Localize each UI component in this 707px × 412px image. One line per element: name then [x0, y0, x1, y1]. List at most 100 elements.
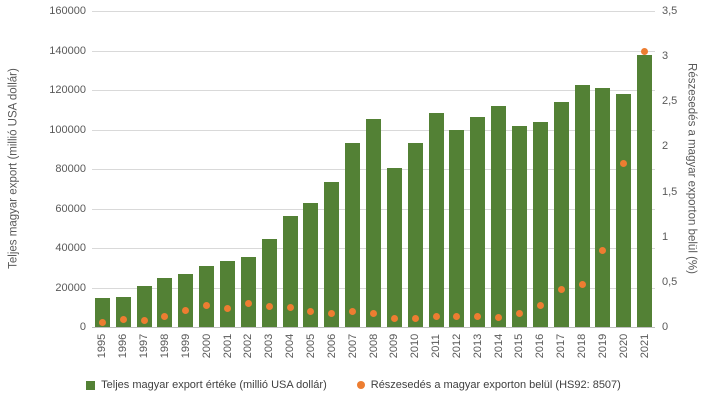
- dot-2016: [536, 301, 544, 309]
- x-axis-tick-label-2016: 2016: [534, 333, 547, 359]
- x-axis-tick-label-1999: 1999: [179, 333, 192, 359]
- left-axis-tick-label: 0: [79, 321, 86, 333]
- x-axis-tick-label-2020: 2020: [617, 333, 630, 359]
- bar-2000: [199, 265, 215, 327]
- bar-2010: [407, 143, 423, 327]
- dot-2013: [474, 312, 482, 320]
- bar-series-swatch-icon: [86, 380, 96, 390]
- left-axis-tick-label: 160000: [49, 5, 86, 17]
- right-axis-tick-label: 2,5: [662, 95, 678, 108]
- dot-2008: [370, 309, 377, 317]
- right-axis-tick-label: 1: [662, 230, 669, 243]
- bar-2013: [470, 116, 486, 327]
- dot-2002: [244, 300, 252, 308]
- x-axis-line: [92, 327, 655, 328]
- bar-2015: [511, 125, 527, 327]
- gridline: [92, 51, 655, 52]
- right-axis-tick-label: 0: [662, 321, 669, 333]
- x-axis-tick-label-2003: 2003: [263, 333, 276, 359]
- left-axis-tick-label: 60000: [55, 202, 86, 215]
- right-axis-tick-label: 1,5: [662, 185, 678, 198]
- dot-2017: [557, 285, 565, 293]
- right-axis-tick-label: 2: [662, 140, 669, 153]
- bar-2019: [595, 88, 611, 327]
- dot-1995: [98, 318, 106, 326]
- gridline: [92, 90, 655, 91]
- bar-2021: [637, 55, 653, 327]
- x-axis-tick-label-2019: 2019: [596, 333, 609, 359]
- dot-2009: [390, 315, 398, 323]
- x-axis-tick-label-2001: 2001: [221, 333, 234, 359]
- x-axis-tick-label-1995: 1995: [96, 333, 109, 359]
- legend-label-export: Teljes magyar export értéke (millió USA …: [101, 379, 327, 391]
- bar-2011: [428, 113, 444, 327]
- bar-2017: [553, 101, 569, 327]
- left-axis-tick-label: 40000: [55, 242, 86, 254]
- dot-2010: [411, 315, 419, 323]
- x-axis-tick-label-1996: 1996: [117, 333, 130, 359]
- x-axis-tick-label-1997: 1997: [138, 333, 151, 359]
- left-axis-tick-label: 120000: [49, 84, 86, 96]
- dot-2014: [495, 314, 503, 322]
- x-axis-tick-label-2012: 2012: [450, 333, 463, 359]
- bar-2006: [324, 181, 340, 327]
- gridline: [92, 11, 655, 12]
- x-axis-tick-label-2004: 2004: [284, 333, 297, 359]
- x-axis-tick-label-2018: 2018: [576, 333, 589, 359]
- right-axis-tick-label: 0,5: [662, 275, 678, 288]
- dot-2012: [453, 312, 461, 320]
- bar-2005: [303, 202, 319, 327]
- x-axis-tick-label-2011: 2011: [430, 334, 443, 358]
- left-axis-tick-label: 100000: [49, 123, 86, 136]
- dot-2004: [286, 303, 294, 311]
- right-axis-title: Részesedés a magyar exporton belül (%): [685, 63, 698, 274]
- x-axis-tick-label-2014: 2014: [492, 333, 505, 359]
- legend-item-export: Teljes magyar export értéke (millió USA …: [86, 379, 327, 391]
- dot-series-swatch-icon: [356, 381, 365, 389]
- dot-2000: [203, 301, 211, 309]
- left-axis-tick-label: 80000: [55, 163, 86, 175]
- bar-1996: [115, 296, 131, 327]
- bar-2004: [282, 216, 298, 327]
- x-axis-tick-label-2017: 2017: [555, 333, 568, 359]
- x-axis-tick-label-2010: 2010: [409, 333, 422, 359]
- legend-item-share: Részesedés a magyar exporton belül (HS92…: [356, 379, 621, 391]
- x-axis-tick-label-2013: 2013: [471, 333, 484, 359]
- bar-2012: [449, 129, 465, 327]
- dot-2018: [578, 281, 586, 289]
- dot-2005: [307, 308, 315, 316]
- bar-2020: [616, 93, 632, 327]
- x-axis-tick-label-2006: 2006: [325, 333, 338, 359]
- x-axis-tick-label-2005: 2005: [304, 333, 317, 359]
- dot-2021: [641, 48, 649, 56]
- dot-1997: [140, 317, 148, 325]
- dot-2001: [224, 304, 232, 312]
- x-axis-tick-label-1998: 1998: [158, 333, 171, 359]
- x-axis-tick-label-2015: 2015: [513, 333, 526, 359]
- bar-2016: [532, 121, 548, 327]
- left-axis-tick-label: 20000: [55, 281, 86, 294]
- legend-label-share: Részesedés a magyar exporton belül (HS92…: [370, 379, 621, 391]
- bar-2008: [366, 119, 381, 327]
- right-axis-tick-label: 3: [662, 50, 669, 63]
- x-axis-tick-label-2009: 2009: [388, 333, 401, 359]
- dot-2003: [265, 302, 273, 310]
- left-axis-tick-label: 140000: [49, 44, 86, 57]
- bar-1995: [94, 298, 110, 327]
- bar-2001: [220, 261, 236, 327]
- bar-2018: [574, 85, 590, 327]
- x-axis-tick-label-2008: 2008: [367, 333, 380, 359]
- dot-2006: [328, 309, 336, 317]
- x-axis-tick-label-2007: 2007: [346, 333, 359, 359]
- right-axis-tick-label: 3,5: [662, 5, 678, 17]
- bar-2003: [261, 238, 277, 327]
- dot-2015: [515, 309, 523, 317]
- x-axis-tick-label-2021: 2021: [638, 333, 651, 359]
- dot-1998: [161, 312, 169, 320]
- dot-2019: [599, 246, 607, 254]
- bar-1999: [178, 273, 194, 327]
- left-axis-title: Teljes magyar export (millió USA dollár): [7, 68, 20, 269]
- dot-1996: [119, 316, 127, 324]
- bar-2007: [345, 142, 361, 327]
